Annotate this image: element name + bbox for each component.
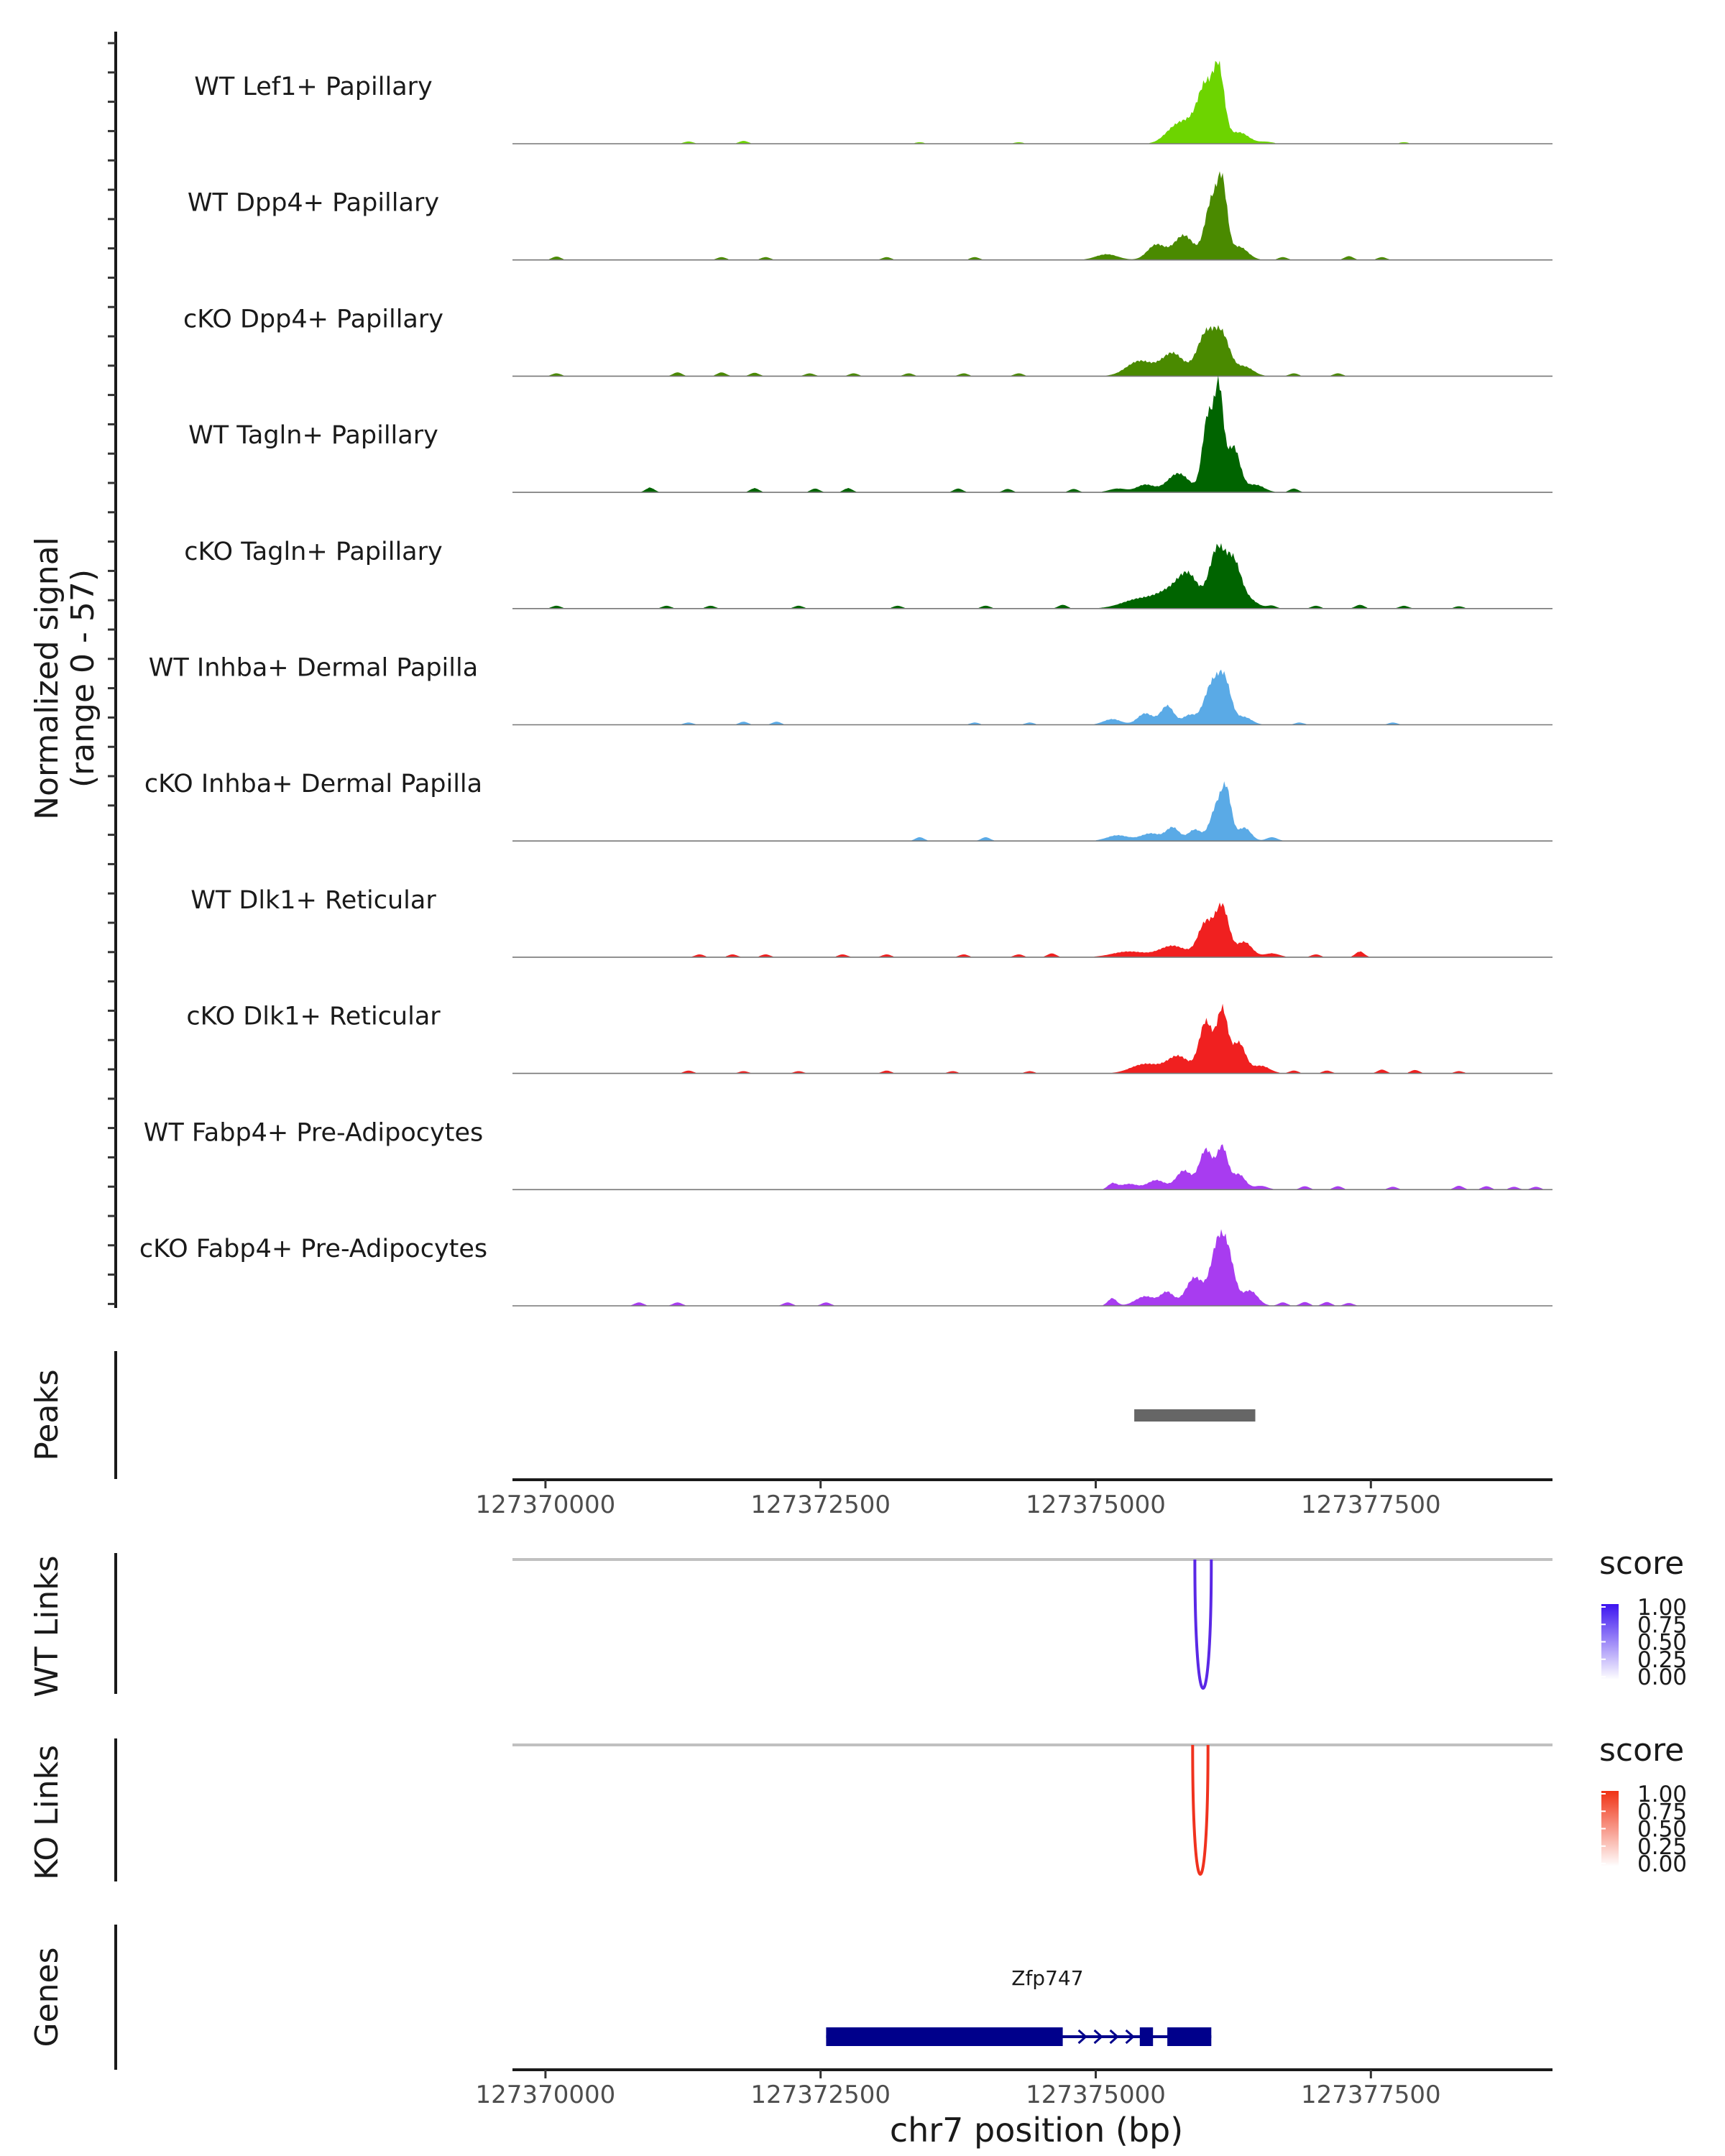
x-axis-title: chr7 position (bp) xyxy=(890,2111,1183,2150)
strand-arrow xyxy=(1125,2029,1135,2045)
coverage-track: cKO Dpp4+ Papillary xyxy=(183,305,1552,377)
track-label: cKO Dlk1+ Reticular xyxy=(186,1003,441,1031)
score-legend: score 1.000.750.500.250.00 xyxy=(1599,1545,1687,1690)
coverage-area xyxy=(512,543,1552,609)
link-arc xyxy=(1193,1559,1213,1690)
legend-tick-label: 0.00 xyxy=(1637,1851,1687,1877)
legend-tick-label: 0.00 xyxy=(1637,1664,1687,1690)
coverage-ylabel-line2: (range 0 - 57) xyxy=(65,569,101,788)
track-label: WT Inhba+ Dermal Papilla xyxy=(149,654,478,683)
x-tick-label: 127377500 xyxy=(1301,2081,1441,2109)
x-tick-label: 127372500 xyxy=(750,1491,891,1519)
coverage-track: cKO Inhba+ Dermal Papilla xyxy=(144,770,1552,842)
track-label: cKO Dpp4+ Papillary xyxy=(183,305,443,333)
link-arc xyxy=(1191,1744,1210,1876)
legend-title: score xyxy=(1599,1732,1684,1769)
coverage-track: cKO Tagln+ Papillary xyxy=(184,538,1552,609)
x-tick-label: 127377500 xyxy=(1301,1491,1441,1519)
x-axis: 127370000 127372500 127375000 127377500 xyxy=(476,1478,1552,1519)
gene: Zfp747 xyxy=(826,1966,1212,2046)
legend-tick-label: 1.00 xyxy=(1637,1595,1687,1621)
x-tick-label: 127375000 xyxy=(1026,1491,1166,1519)
x-tick-label: 127370000 xyxy=(476,2081,616,2109)
coverage-ylabel-line1: Normalized signal xyxy=(29,537,65,820)
legend-tick-label: 0.25 xyxy=(1637,1834,1687,1860)
track-label: cKO Tagln+ Papillary xyxy=(184,538,443,566)
coverage-area xyxy=(512,669,1552,725)
coverage-tracks: WT Lef1+ Papillary WT Dpp4+ Papillary cKO … xyxy=(139,60,1552,1307)
legend-tick-label: 0.25 xyxy=(1637,1647,1687,1673)
coverage-area xyxy=(512,171,1552,260)
coverage-track: WT Dlk1+ Reticular xyxy=(190,886,1552,958)
peaks-track: Peaks xyxy=(29,1369,1256,1461)
coverage-track: cKO Dlk1+ Reticular xyxy=(186,1003,1552,1074)
score-legend: score 1.000.750.500.250.00 xyxy=(1599,1732,1687,1877)
coverage-area xyxy=(512,781,1552,842)
x-axis: 127370000 127372500 127375000 127377500 xyxy=(476,2068,1552,2109)
coverage-area xyxy=(512,325,1552,377)
coverage-area xyxy=(512,902,1552,957)
x-tick-label: 127372500 xyxy=(750,2081,891,2109)
coverage-track: WT Dpp4+ Papillary xyxy=(188,171,1552,261)
track-label: cKO Inhba+ Dermal Papilla xyxy=(144,770,482,798)
coverage-track: WT Tagln+ Papillary xyxy=(188,375,1552,493)
coverage-area xyxy=(512,1003,1552,1074)
coverage-track: WT Lef1+ Papillary xyxy=(194,60,1552,144)
legend-tick-label: 0.75 xyxy=(1637,1799,1687,1825)
track-label: WT Dpp4+ Papillary xyxy=(188,189,439,218)
coverage-track: WT Fabp4+ Pre-Adipocytes xyxy=(144,1118,1552,1191)
strand-arrow xyxy=(1109,2029,1119,2045)
x-tick-label: 127370000 xyxy=(476,1491,616,1519)
genes-track: Genes Zfp747 xyxy=(29,1947,1212,2047)
legend-tick-label: 0.75 xyxy=(1637,1612,1687,1638)
gene-exon xyxy=(1167,2027,1212,2046)
peaks-label: Peaks xyxy=(29,1369,65,1460)
strand-arrow xyxy=(1077,2029,1087,2045)
track-label: cKO Fabp4+ Pre-Adipocytes xyxy=(139,1235,487,1263)
legend-title: score xyxy=(1599,1545,1684,1582)
gene-exon xyxy=(826,2027,1063,2046)
links-label: KO Links xyxy=(29,1745,65,1880)
coverage-area xyxy=(512,1229,1552,1306)
legend-tick-label: 0.50 xyxy=(1637,1817,1687,1843)
peak-region xyxy=(1134,1409,1256,1422)
genes-label: Genes xyxy=(29,1947,65,2047)
coverage-area xyxy=(512,60,1552,144)
gene-exon xyxy=(1139,2027,1154,2046)
x-axes: 127370000 127372500 127375000 1273775001273… xyxy=(476,1478,1552,2109)
links-label: WT Links xyxy=(29,1555,65,1697)
coverage-track: cKO Fabp4+ Pre-Adipocytes xyxy=(139,1229,1552,1307)
track-label: WT Tagln+ Papillary xyxy=(188,421,438,450)
gene-name: Zfp747 xyxy=(1011,1966,1083,1990)
strand-arrow xyxy=(1093,2029,1103,2045)
links-track: KO Links score 1.000.750.500.250.00 xyxy=(29,1732,1687,1880)
x-tick-label: 127375000 xyxy=(1026,2081,1166,2109)
legend-tick-label: 1.00 xyxy=(1637,1782,1687,1807)
coverage-area xyxy=(512,375,1552,493)
coverage-area xyxy=(512,1144,1552,1190)
coverage-track: WT Inhba+ Dermal Papilla xyxy=(149,654,1552,726)
track-label: WT Fabp4+ Pre-Adipocytes xyxy=(144,1118,483,1147)
legend-tick-label: 0.50 xyxy=(1637,1630,1687,1656)
links-track: WT Links score 1.000.750.500.250.00 xyxy=(29,1545,1687,1697)
track-label: WT Lef1+ Papillary xyxy=(194,73,433,101)
track-label: WT Dlk1+ Reticular xyxy=(190,886,436,915)
coverage-y-axis xyxy=(108,32,117,1308)
